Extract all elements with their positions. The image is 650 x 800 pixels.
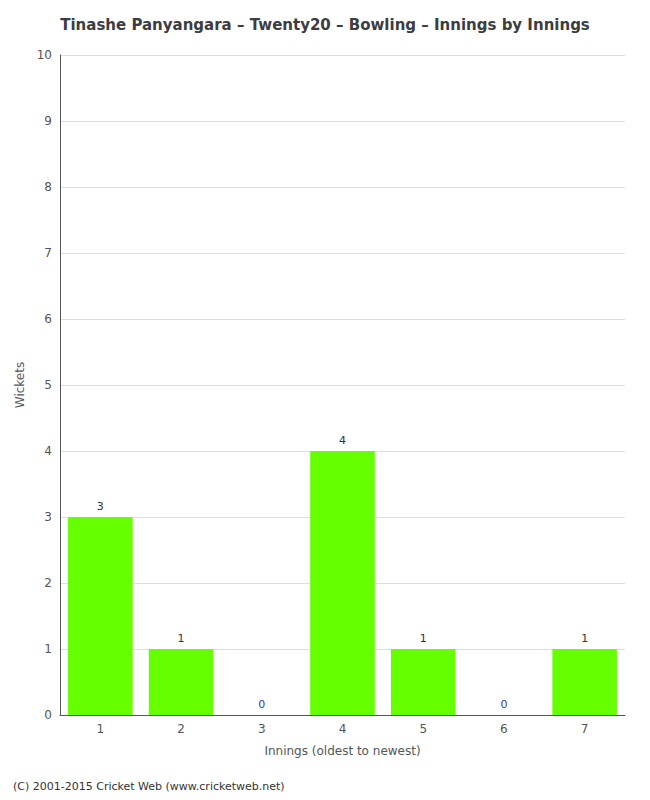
svg-text:0: 0 [500,698,507,711]
svg-text:5: 5 [419,722,427,736]
svg-text:6: 6 [44,312,52,326]
svg-text:0: 0 [258,698,265,711]
svg-text:1: 1 [97,722,105,736]
svg-text:4: 4 [339,722,347,736]
svg-text:1: 1 [420,632,427,645]
svg-text:5: 5 [44,378,52,392]
svg-text:9: 9 [44,114,52,128]
svg-text:8: 8 [44,180,52,194]
svg-text:Innings (oldest to newest): Innings (oldest to newest) [264,744,420,758]
svg-text:0: 0 [44,708,52,722]
svg-text:3: 3 [258,722,266,736]
svg-text:4: 4 [339,434,346,447]
svg-text:Wickets: Wickets [13,362,27,408]
svg-text:3: 3 [97,500,104,513]
svg-text:2: 2 [177,722,185,736]
svg-text:6: 6 [500,722,508,736]
svg-text:7: 7 [44,246,52,260]
svg-text:Tinashe Panyangara – Twenty20: Tinashe Panyangara – Twenty20 – Bowling … [60,16,590,34]
svg-text:10: 10 [37,48,52,62]
svg-text:3: 3 [44,510,52,524]
svg-text:4: 4 [44,444,52,458]
svg-text:7: 7 [581,722,589,736]
svg-text:2: 2 [44,576,52,590]
svg-text:(C) 2001-2015 Cricket Web (www: (C) 2001-2015 Cricket Web (www.cricketwe… [13,780,285,793]
svg-text:1: 1 [178,632,185,645]
svg-text:1: 1 [44,642,52,656]
svg-text:1: 1 [581,632,588,645]
